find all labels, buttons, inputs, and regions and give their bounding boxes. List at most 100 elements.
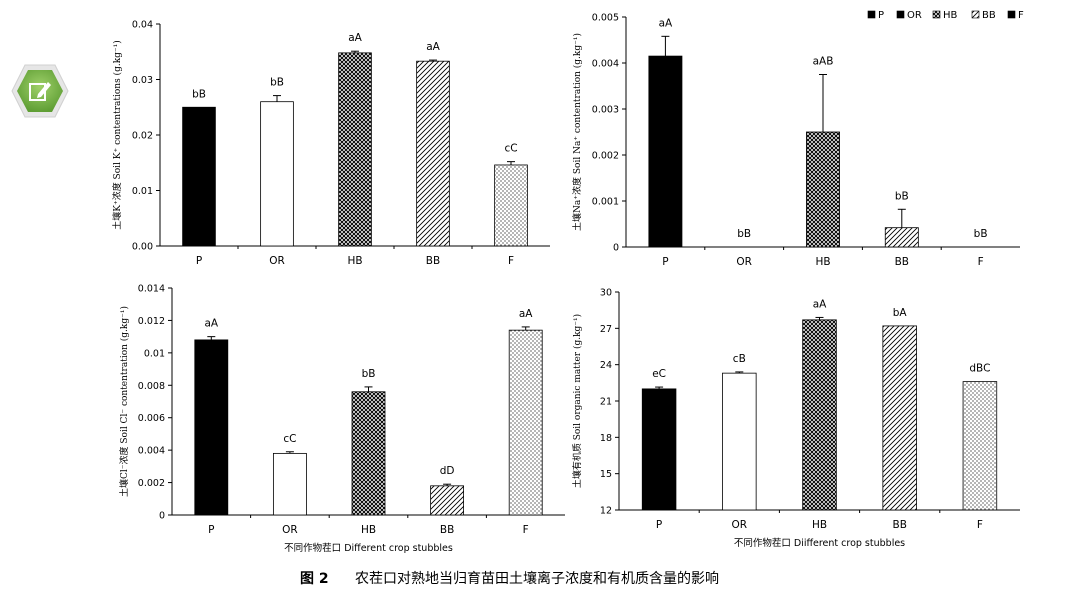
y-tick-label: 15 — [600, 469, 612, 480]
y-axis-label: 土壤有机质 Soil organic matter (g.kg⁻¹) — [571, 314, 583, 488]
legend-label: OR — [907, 10, 922, 21]
y-tick-label: 0.01 — [144, 348, 165, 359]
x-tick-label: P — [656, 519, 662, 531]
x-tick-label: HB — [815, 256, 830, 268]
edit-icon — [29, 82, 51, 101]
bar-or — [260, 101, 294, 247]
x-tick-label: HB — [347, 255, 362, 267]
y-tick-label: 0.02 — [132, 131, 153, 142]
bar-hb — [806, 131, 840, 248]
y-tick-label: 0.012 — [138, 316, 165, 327]
x-tick-label: HB — [361, 524, 376, 536]
y-tick-label: 24 — [600, 360, 612, 371]
x-tick-label: F — [523, 524, 529, 536]
y-tick-label: 18 — [600, 433, 612, 444]
y-tick-label: 0.014 — [138, 284, 165, 295]
y-tick-label: 0.003 — [592, 105, 619, 116]
x-tick-label: OR — [282, 524, 298, 536]
legend-swatch — [896, 10, 905, 19]
significance-label: dBC — [969, 363, 990, 375]
x-tick-label: BB — [426, 255, 440, 267]
x-tick-label: P — [196, 255, 202, 267]
significance-label: aA — [204, 318, 218, 330]
legend-label: HB — [943, 10, 958, 21]
legend-swatch — [867, 10, 876, 19]
significance-label: cB — [733, 353, 746, 365]
y-tick-label: 0 — [159, 511, 165, 522]
significance-label: bB — [895, 190, 909, 202]
x-tick-label: OR — [269, 255, 285, 267]
significance-label: aA — [659, 17, 673, 29]
bar-hb — [802, 319, 837, 511]
bar-hb — [338, 52, 372, 247]
y-tick-label: 30 — [600, 288, 612, 299]
bar-or — [722, 372, 757, 511]
significance-label: bB — [270, 77, 284, 89]
bar-p — [194, 339, 229, 516]
caption-text: 农茬口对熟地当归育苗田土壤离子浓度和有机质含量的影响 — [355, 570, 719, 587]
y-tick-label: 0.008 — [138, 381, 165, 392]
y-tick-label: 0.001 — [592, 197, 619, 208]
x-tick-label: OR — [732, 519, 748, 531]
bar-p — [648, 55, 683, 248]
x-axis-label: 不同作物茬口 Diifferent crop stubbles — [734, 537, 905, 549]
y-tick-label: 0.004 — [138, 446, 165, 457]
bar-f — [962, 381, 998, 511]
legend-swatch — [971, 10, 980, 19]
bar-p — [182, 106, 216, 247]
y-tick-label: 0.004 — [592, 59, 619, 70]
significance-label: aAB — [813, 56, 834, 68]
significance-label: dD — [440, 465, 455, 477]
x-tick-label: BB — [440, 524, 454, 536]
bar-bb — [416, 60, 450, 247]
bar-bb — [882, 325, 917, 511]
chart-panel-2: 0 0.001 0.002 0.003 0.004 0.005 aA PbB OR aAB HB bB… — [571, 13, 1020, 268]
y-axis-label: 土壤Na⁺浓度 Soil Na⁺ contentration (g.kg⁻¹) — [571, 33, 583, 231]
significance-label: cC — [504, 143, 517, 155]
significance-label: cC — [283, 433, 296, 445]
significance-label: aA — [348, 32, 362, 44]
x-tick-label: BB — [895, 256, 909, 268]
caption-prefix: 图 2 — [300, 571, 329, 587]
significance-label: bB — [737, 228, 751, 240]
bar-f — [494, 164, 528, 247]
y-tick-label: 0.006 — [138, 413, 165, 424]
edit-badge[interactable] — [10, 61, 70, 121]
x-tick-label: F — [508, 255, 514, 267]
legend-label: BB — [982, 10, 996, 21]
y-tick-label: 0 — [613, 243, 619, 254]
significance-label: bB — [192, 88, 206, 100]
x-tick-label: OR — [736, 256, 752, 268]
significance-label: bB — [362, 368, 376, 380]
significance-label: aA — [519, 308, 533, 320]
legend-swatch — [1007, 10, 1016, 19]
bar-bb — [884, 227, 919, 248]
significance-label: aA — [813, 298, 827, 310]
x-tick-label: P — [208, 524, 214, 536]
x-tick-label: F — [977, 519, 983, 531]
x-tick-label: BB — [892, 519, 906, 531]
significance-label: eC — [652, 368, 666, 380]
y-axis-label: 土壤K⁺浓度 Soil K⁺ contentrations (g.kg⁻¹) — [111, 40, 123, 230]
y-tick-label: 0.01 — [132, 186, 153, 197]
y-axis-label: 土壤Cl⁻浓度 Soil Cl⁻ contentration (g.kg⁻¹) — [118, 306, 130, 497]
x-tick-label: HB — [812, 519, 827, 531]
bar-hb — [351, 391, 386, 516]
chart-panel-4: 12 15 18 21 24 27 30 eC PcB OR aA HB bA BB dBC F 土壤有机质 S… — [571, 288, 1020, 549]
y-tick-label: 27 — [600, 324, 612, 335]
significance-label: bA — [893, 307, 908, 319]
legend-swatch — [932, 10, 941, 19]
y-tick-label: 0.005 — [592, 13, 619, 24]
legend-label: F — [1018, 10, 1024, 21]
significance-label: aA — [426, 41, 440, 53]
legend: P OR HB BB F — [867, 10, 1024, 21]
legend-label: P — [878, 10, 884, 21]
bar-f — [508, 329, 543, 516]
bar-or — [272, 452, 307, 516]
bar-p — [641, 388, 677, 511]
significance-label: bB — [974, 228, 988, 240]
x-tick-label: F — [978, 256, 984, 268]
y-tick-label: 12 — [600, 506, 612, 517]
y-tick-label: 0.00 — [132, 242, 153, 253]
